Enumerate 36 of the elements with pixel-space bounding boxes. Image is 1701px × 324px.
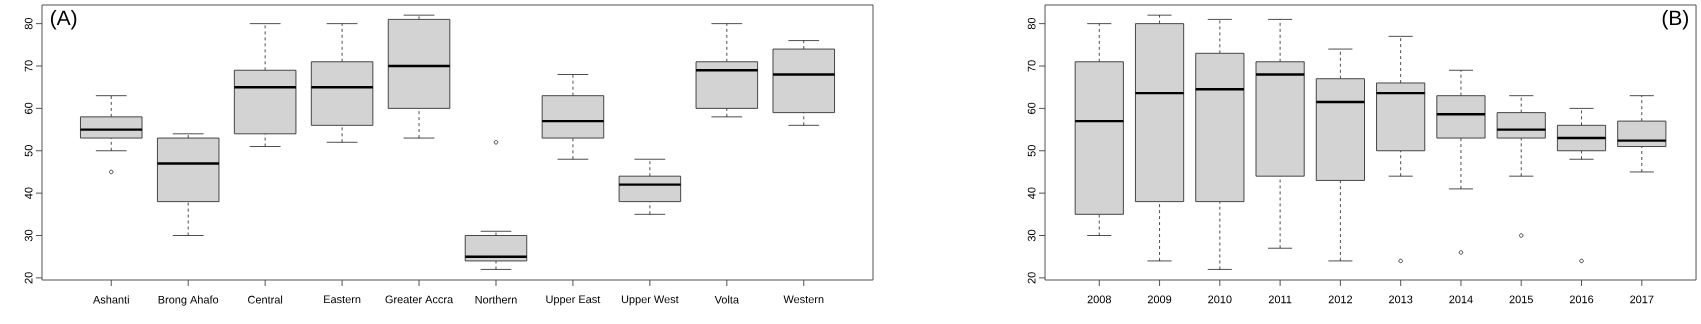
x-tick-label: 2014 bbox=[1449, 295, 1473, 304]
x-tick-label: 2008 bbox=[1087, 295, 1111, 304]
x-tick-label: 2012 bbox=[1328, 295, 1353, 304]
y-tick-label: 40 bbox=[24, 187, 33, 199]
y-tick-label: 50 bbox=[24, 145, 33, 157]
y-tick-label: 60 bbox=[1027, 102, 1036, 114]
x-tick-label: Upper East bbox=[546, 295, 601, 306]
y-tick-label: 70 bbox=[1027, 60, 1036, 72]
y-tick-label: 70 bbox=[24, 60, 33, 72]
x-tick-label: 2016 bbox=[1569, 295, 1594, 304]
y-tick-label: 50 bbox=[1027, 145, 1036, 157]
x-tick-label: Volta bbox=[714, 295, 740, 304]
annotation: (A) bbox=[50, 9, 77, 30]
x-tick-label: 2017 bbox=[1630, 295, 1654, 304]
x-tick-label: Western bbox=[783, 295, 824, 304]
y-tick-label: 20 bbox=[24, 272, 33, 284]
x-tick-label: Central bbox=[248, 295, 283, 304]
x-tick-label: Northern bbox=[475, 295, 517, 304]
y-tick-label: 80 bbox=[1027, 17, 1036, 30]
x-tick-label: 2011 bbox=[1268, 295, 1292, 304]
x-tick-label: Greater Accra bbox=[385, 295, 454, 304]
y-tick-label: 40 bbox=[1027, 187, 1036, 199]
y-tick-label: 30 bbox=[1027, 229, 1036, 242]
x-tick-label: 2015 bbox=[1509, 295, 1533, 304]
x-tick-label: Eastern bbox=[324, 295, 361, 304]
y-tick-label: 30 bbox=[24, 229, 33, 242]
x-tick-label: Upper West bbox=[621, 295, 679, 306]
x-tick-label: 2013 bbox=[1389, 295, 1413, 304]
y-tick-label: 80 bbox=[24, 17, 33, 30]
y-tick-label: 20 bbox=[1027, 272, 1036, 284]
annotation: (B) bbox=[1662, 9, 1688, 30]
x-tick-label: Ashanti bbox=[93, 295, 129, 304]
y-tick-label: 60 bbox=[24, 102, 33, 114]
x-tick-label: 2009 bbox=[1147, 295, 1172, 304]
x-tick-label: 2010 bbox=[1208, 295, 1232, 304]
x-tick-label: Brong Ahafo bbox=[158, 295, 219, 306]
